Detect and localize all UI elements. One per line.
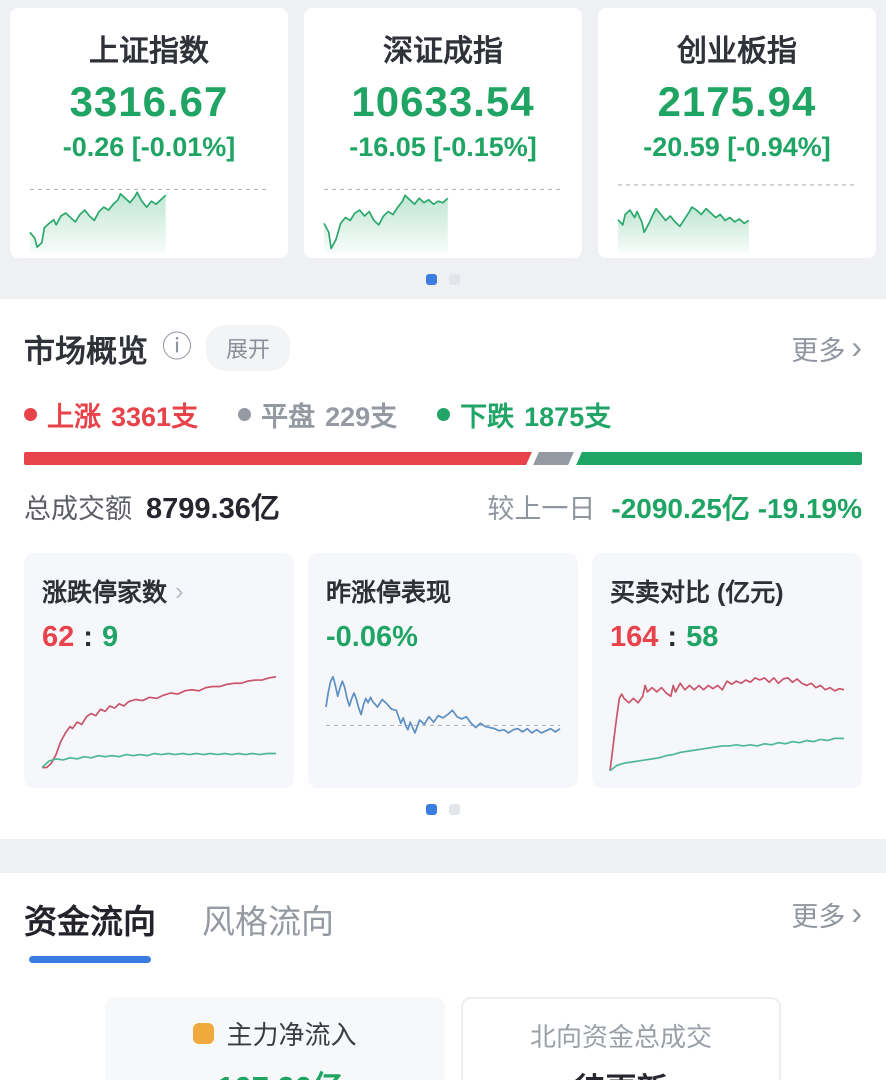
- index-card-chinext[interactable]: 创业板指 2175.94 -20.59 [-0.94%]: [598, 8, 876, 258]
- stat-label: 下跌: [460, 402, 515, 432]
- turnover-row: 总成交额 8799.36亿 较上一日 -2090.25亿 -19.19%: [24, 485, 862, 527]
- market-breadth-stats: 上涨 3361支 平盘 229支 下跌 1875支: [24, 395, 862, 434]
- fund-flow-section: 资金流向 风格流向 更多 › 主力净流入 -107.90亿 北向资金总成交 待更…: [0, 873, 886, 1080]
- stat-advancers: 上涨 3361支: [24, 395, 198, 434]
- fund-flow-tabs: 资金流向 风格流向 更多 ›: [24, 895, 862, 963]
- vs-previous-day: 较上一日 -2090.25亿 -19.19%: [487, 487, 862, 527]
- fund-flow-more-link[interactable]: 更多 ›: [791, 895, 862, 934]
- index-card-shenzhen[interactable]: 深证成指 10633.54 -16.05 [-0.15%]: [304, 8, 582, 258]
- index-value: 2175.94: [657, 78, 817, 125]
- value-separator: :: [83, 621, 93, 653]
- index-change: -16.05 [-0.15%]: [349, 132, 537, 162]
- stat-count: 1875支: [524, 402, 612, 432]
- value-down: 9: [101, 621, 119, 653]
- index-name: 上证指数: [89, 35, 209, 68]
- pager-dot-active[interactable]: [426, 274, 437, 285]
- overview-pager: [24, 788, 862, 829]
- value-up: 62: [42, 621, 75, 653]
- northbound-value: 待更新: [463, 1064, 779, 1080]
- turnover-value: 8799.36亿: [146, 493, 280, 525]
- pager-dot-active[interactable]: [426, 804, 437, 815]
- buy-sell-ratio-card: 买卖对比 (亿元) 164 : 58: [592, 553, 862, 788]
- orange-legend-icon: [193, 1023, 215, 1044]
- info-icon[interactable]: ⓘ: [162, 331, 192, 364]
- vs-prev-label: 较上一日: [487, 494, 596, 524]
- turnover-label: 总成交额: [24, 494, 132, 524]
- breadth-bar-flat-segment: [533, 452, 575, 465]
- mini-card-title: 买卖对比 (亿元): [610, 579, 784, 607]
- yesterday-limit-performance-card: 昨涨停表现 -0.06%: [308, 553, 578, 788]
- expand-button[interactable]: 展开: [206, 325, 291, 371]
- market-overview-section: 市场概览 ⓘ 展开 更多 › 上涨 3361支 平盘 229支 下跌: [0, 299, 886, 839]
- overview-mini-cards: 涨跌停家数 › 62 : 9 昨涨停表现 -0.06% 买卖对比 (亿元): [24, 553, 862, 788]
- value-sell: 58: [686, 621, 719, 653]
- value-separator: :: [667, 621, 678, 653]
- index-change: -0.26 [-0.01%]: [62, 132, 236, 162]
- main-net-inflow-card[interactable]: 主力净流入 -107.90亿: [105, 997, 445, 1080]
- index-card-shanghai[interactable]: 上证指数 3316.67 -0.26 [-0.01%]: [10, 8, 288, 258]
- market-more-link[interactable]: 更多 ›: [791, 329, 862, 368]
- breadth-bar-up-segment: [24, 452, 533, 465]
- performance-value: -0.06%: [326, 621, 418, 653]
- index-sparkline-chart: [30, 179, 268, 253]
- limit-updown-card[interactable]: 涨跌停家数 › 62 : 9: [24, 553, 294, 788]
- more-label: 更多: [791, 335, 846, 366]
- chevron-right-icon: ›: [851, 328, 862, 365]
- gray-dot-icon: [238, 408, 252, 421]
- market-overview-header: 市场概览 ⓘ 展开 更多 ›: [24, 303, 862, 379]
- pager-dot[interactable]: [449, 804, 460, 815]
- chevron-right-icon: ›: [175, 575, 184, 606]
- active-tab-underline: [29, 956, 151, 963]
- index-change: -20.59 [-0.94%]: [643, 132, 831, 162]
- index-name: 深证成指: [383, 35, 503, 68]
- stat-count: 3361支: [111, 402, 199, 432]
- chevron-right-icon: ›: [851, 895, 862, 931]
- more-label: 更多: [791, 902, 846, 932]
- index-carousel: 上证指数 3316.67 -0.26 [-0.01%] 深证成指 10633.5…: [0, 0, 886, 299]
- stat-label: 平盘: [261, 402, 316, 432]
- mini-card-title: 昨涨停表现: [326, 579, 452, 607]
- red-dot-icon: [24, 408, 37, 421]
- index-value: 10633.54: [351, 78, 535, 125]
- fund-flow-cards: 主力净流入 -107.90亿 北向资金总成交 待更新: [24, 997, 862, 1080]
- breadth-bar-down-segment: [575, 452, 862, 465]
- index-carousel-pager: [10, 258, 876, 299]
- yesterday-limit-chart: [326, 666, 560, 774]
- northbound-label: 北向资金总成交: [529, 1022, 712, 1052]
- tab-fund-flow[interactable]: 资金流向: [24, 895, 156, 963]
- limit-updown-chart: [42, 666, 276, 774]
- index-sparkline-chart: [618, 179, 856, 253]
- stat-label: 上涨: [47, 402, 101, 432]
- mini-card-title: 涨跌停家数: [42, 579, 168, 607]
- value-buy: 164: [610, 621, 659, 653]
- pager-dot[interactable]: [449, 274, 460, 285]
- stat-decliners: 下跌 1875支: [437, 395, 611, 434]
- green-dot-icon: [437, 408, 451, 421]
- section-title: 市场概览: [24, 333, 148, 369]
- index-sparkline-chart: [324, 179, 562, 253]
- main-inflow-value: -107.90亿: [105, 1062, 445, 1080]
- index-name: 创业板指: [677, 35, 797, 68]
- index-value: 3316.67: [69, 78, 229, 125]
- vs-prev-value: -2090.25亿 -19.19%: [611, 493, 862, 524]
- main-inflow-label: 主力净流入: [226, 1020, 357, 1050]
- stat-unchanged: 平盘 229支: [238, 395, 397, 434]
- northbound-card[interactable]: 北向资金总成交 待更新: [461, 997, 781, 1080]
- market-breadth-bar: [24, 452, 862, 465]
- tab-style-flow[interactable]: 风格流向: [202, 903, 334, 940]
- stat-count: 229支: [325, 402, 398, 432]
- buy-sell-chart: [610, 666, 844, 774]
